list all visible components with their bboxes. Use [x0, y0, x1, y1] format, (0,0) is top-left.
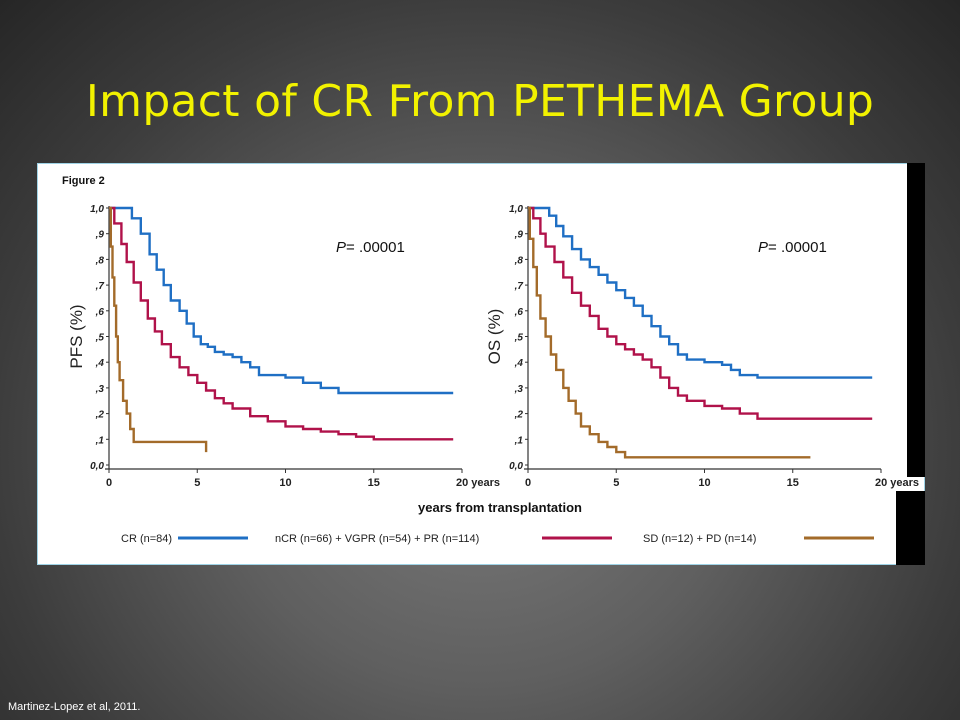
survival-figure: Figure 2 0,0 ,1 ,2 ,3 ,4 ,5 ,6 ,7 ,8 ,9 1,0 0 5 10 15 2…	[62, 175, 919, 545]
x-tick-label: 15	[368, 477, 380, 489]
y-tick-label: 0,0	[90, 461, 104, 472]
y-tick-label: ,1	[95, 435, 105, 446]
y-tick-label: ,4	[95, 358, 105, 369]
x-tick-label: 20 years	[456, 477, 500, 489]
y-tick-label: ,3	[95, 384, 105, 395]
p-value: P= .00001	[336, 239, 405, 256]
x-tick-label: 5	[194, 477, 200, 489]
x-tick-label: 10	[698, 477, 710, 489]
x-tick-label: 10	[279, 477, 291, 489]
shared-xlabel: years from transplantation	[418, 500, 582, 515]
y-tick-label: ,9	[514, 230, 524, 241]
os-chart: 0,0 ,1 ,2 ,3 ,4 ,5 ,6 ,7 ,8 ,9 1,0 0 5 10 15 20 years OS…	[485, 204, 919, 489]
x-tick-label: 0	[106, 477, 112, 489]
y-tick-label: 1,0	[90, 204, 104, 215]
x-tick-label: 0	[525, 477, 531, 489]
series-line-2	[109, 206, 208, 453]
figure-panel: Figure 2 0,0 ,1 ,2 ,3 ,4 ,5 ,6 ,7 ,8 ,9 1,0 0 5 10 15 2…	[37, 163, 925, 565]
y-tick-label: 1,0	[509, 204, 523, 215]
x-tick-label: 5	[613, 477, 619, 489]
y-tick-label: ,5	[95, 333, 105, 344]
series-line-0	[528, 206, 873, 379]
legend: CR (n=84) nCR (n=66) + VGPR (n=54) + PR (…	[121, 533, 874, 545]
pfs-chart: 0,0 ,1 ,2 ,3 ,4 ,5 ,6 ,7 ,8 ,9 1,0 0 5 10 15 20 years PF…	[67, 204, 500, 489]
p-value: P= .00001	[758, 239, 827, 256]
series-line-0	[109, 206, 454, 395]
y-axis-label: OS (%)	[485, 309, 504, 365]
y-tick-label: ,8	[514, 255, 524, 266]
y-tick-label: ,3	[514, 384, 524, 395]
y-tick-label: ,1	[514, 435, 524, 446]
black-bar-bottom	[896, 491, 925, 565]
y-tick-label: ,5	[514, 333, 524, 344]
legend-label: nCR (n=66) + VGPR (n=54) + PR (n=114)	[275, 533, 479, 545]
y-tick-label: ,2	[95, 410, 105, 421]
y-tick-label: 0,0	[509, 461, 523, 472]
y-tick-label: ,8	[95, 255, 105, 266]
y-tick-label: ,6	[95, 307, 105, 318]
legend-label: SD (n=12) + PD (n=14)	[643, 533, 756, 545]
y-tick-label: ,6	[514, 307, 524, 318]
legend-label: CR (n=84)	[121, 533, 172, 545]
series-line-1	[109, 206, 454, 441]
y-tick-label: ,7	[514, 281, 524, 292]
y-tick-label: ,9	[95, 230, 105, 241]
y-tick-label: ,2	[514, 410, 524, 421]
slide-title: Impact of CR From PETHEMA Group	[85, 76, 875, 127]
y-tick-label: ,4	[514, 358, 524, 369]
x-tick-label: 20 years	[875, 477, 919, 489]
y-tick-label: ,7	[95, 281, 105, 292]
black-bar-top	[907, 163, 925, 477]
series-line-2	[528, 206, 811, 459]
y-axis-label: PFS (%)	[67, 304, 86, 368]
series-line-1	[528, 206, 873, 420]
figure-label: Figure 2	[62, 175, 105, 187]
x-tick-label: 15	[787, 477, 799, 489]
citation: Martinez-Lopez et al, 2011.	[8, 701, 141, 713]
